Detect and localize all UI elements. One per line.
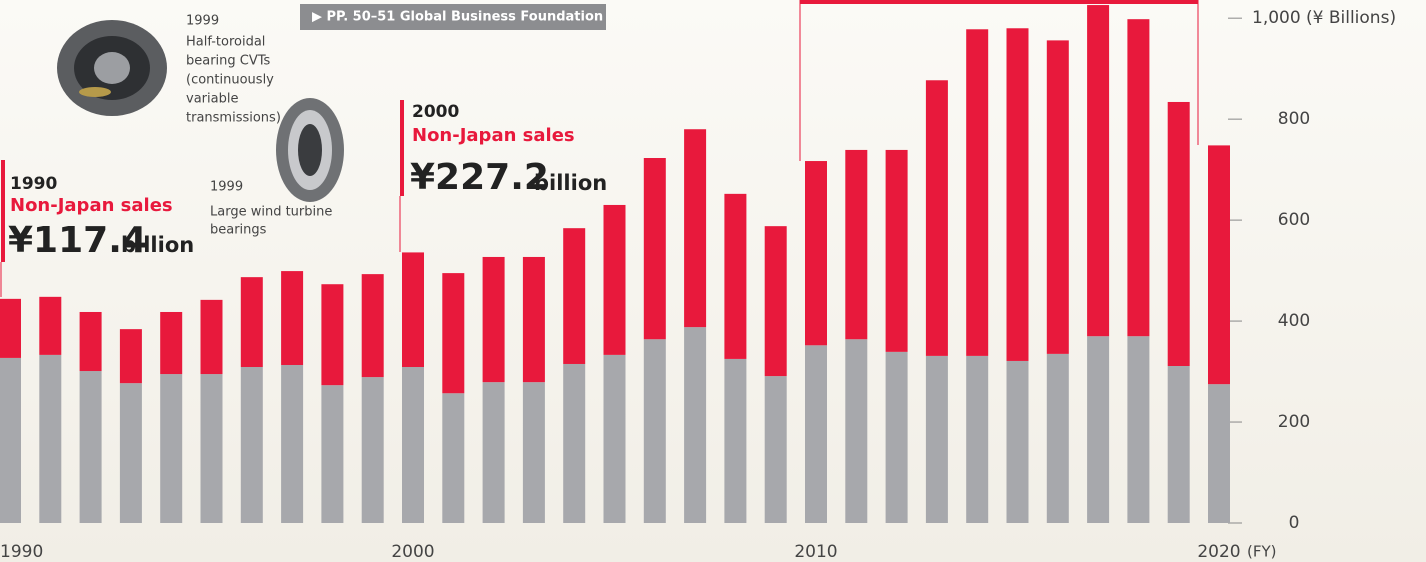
cvt-caption: transmissions) [186,111,281,126]
bar-segment [563,363,586,523]
bar-segment [885,351,908,523]
annotation-year: 2000 [412,102,459,122]
bar-segment [39,354,62,523]
x-tick-label: 1990 [0,542,43,562]
y-tick-label: 800 [1278,109,1310,129]
bar-segment [522,382,545,523]
wind-caption: bearings [210,223,267,238]
wind-caption: Large wind turbine [210,205,332,220]
annotation-amount: ¥227.2 [410,157,549,198]
bar-segment [1167,365,1190,523]
bar-segment [200,374,223,523]
bar-segment [0,357,21,523]
bar-segment [603,354,626,523]
y-tick-label: 0 [1289,513,1300,533]
cvt-image [57,20,167,116]
bar-segment [119,329,142,384]
bar-segment [361,377,384,523]
bar-segment [1167,101,1190,366]
bar-segment [966,29,989,356]
bar-segment [1006,28,1029,361]
bar-segment [321,385,344,523]
bar-segment [966,355,989,523]
cvt-caption: Half-toroidal [186,35,265,50]
bar-segment [200,299,223,375]
x-tick-label: 2000 [391,542,434,562]
bar-segment [321,284,344,386]
cvt-year: 1999 [186,14,219,29]
bar-segment [79,371,102,523]
bar-segment [603,204,626,355]
bar-segment [563,228,586,364]
bar-segment [764,226,787,377]
bar-segment [805,161,827,346]
bar-segment [1087,336,1110,523]
bar-segment [1046,353,1069,523]
bar-segment [724,193,747,359]
bar-segment [160,311,183,375]
bar-segment [1208,145,1230,385]
annotation-label: Non-Japan sales [412,125,575,146]
bar-segment [724,358,747,523]
bar-segment [281,271,304,365]
bar-segment [643,339,666,523]
bar-segment [39,296,62,355]
bar-segment [1127,336,1150,523]
y-unit: (¥ Billions) [1306,8,1396,28]
bar-segment [482,382,505,523]
cvt-caption: bearing CVTs [186,54,271,69]
bar-segment [522,256,545,383]
link-text[interactable]: ▶ PP. 50–51 Global Business Foundation [312,10,603,25]
bar-segment [845,149,868,340]
bar-segment [1208,384,1230,523]
bar-segment [79,311,102,372]
wind-year: 1999 [210,180,243,195]
bar-segment [482,256,505,383]
bar-segment [1006,360,1029,523]
bar-segment [281,364,304,523]
bar-segment [240,277,263,368]
bar-segment [402,252,424,368]
bar-segment [684,129,707,328]
bar-segment [240,367,263,523]
bar-segment [1087,5,1110,337]
y-tick-label: 1,000 [1252,8,1301,28]
bar-segment [0,298,21,358]
cvt-caption: variable [186,92,238,107]
bar-segment [119,383,142,523]
annotation-unit: billion [534,171,607,195]
bar-segment [845,339,868,523]
wind-bearing-image [276,98,344,202]
x-tick-label: 2020 [1197,542,1240,562]
bar-segment [925,355,948,523]
bar-segment [361,274,384,378]
link-tag[interactable] [300,4,606,30]
bar-segment [160,374,183,523]
bar-segment [1046,40,1069,354]
annotation-year: 1990 [10,174,57,194]
bar-segment [805,345,827,523]
bar-segment [1127,19,1150,337]
y-tick-label: 200 [1278,412,1310,432]
bar-segment [684,327,707,523]
bar-segment [442,273,465,394]
bar-segment [402,367,424,523]
bar-segment [442,393,465,523]
cvt-caption: (continuously [186,73,274,88]
bar-segment [764,376,787,523]
annotation-unit: billion [121,233,194,257]
annotation-label: Non-Japan sales [10,195,173,216]
x-unit: (FY) [1247,543,1277,561]
y-tick-label: 400 [1278,311,1310,331]
x-tick-label: 2010 [794,542,837,562]
bar-segment [643,158,666,340]
y-tick-label: 600 [1278,210,1310,230]
bar-segment [925,80,948,356]
annotation-amount: ¥117.4 [8,220,147,261]
bar-segment [885,149,908,352]
